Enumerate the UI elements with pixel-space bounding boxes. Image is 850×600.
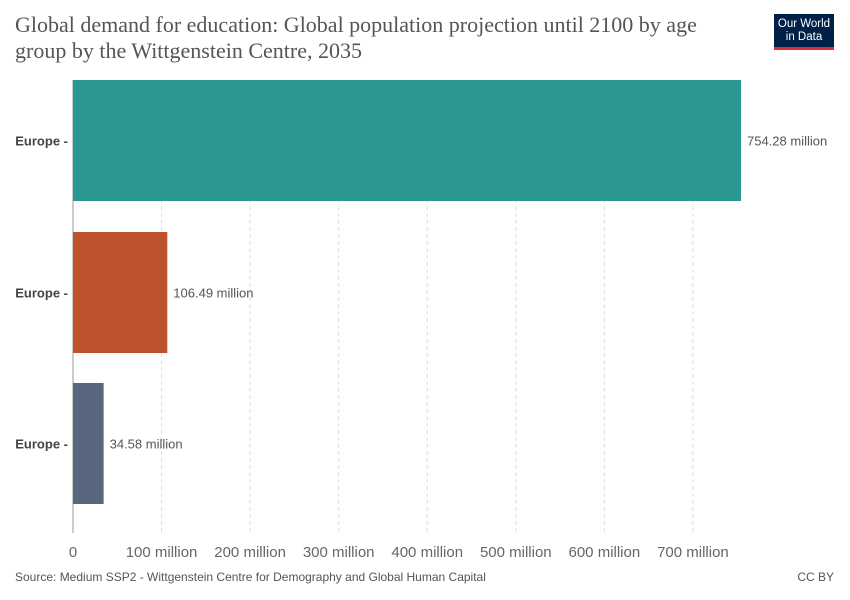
value-label: 754.28 million [747, 134, 827, 149]
x-tick-label: 300 million [303, 544, 375, 561]
x-tick-label: 100 million [126, 544, 198, 561]
bars [73, 80, 741, 504]
category-label: Europe - [15, 286, 68, 301]
logo-line-2: in Data [785, 31, 823, 43]
x-tick-label: 500 million [480, 544, 552, 561]
value-labels: 754.28 million 106.49 million 34.58 millio… [110, 134, 828, 452]
logo-line-1: Our World [777, 18, 831, 30]
x-tick-label: 200 million [214, 544, 286, 561]
value-label: 106.49 million [173, 286, 253, 301]
bar [73, 232, 168, 353]
x-tick-label: 700 million [657, 544, 729, 561]
owid-logo[interactable]: Our World in Data [774, 14, 834, 50]
license-link[interactable]: CC BY [797, 570, 834, 584]
x-tick-label: 400 million [391, 544, 463, 561]
x-tick-label: 600 million [569, 544, 641, 561]
source-note[interactable]: Source: Medium SSP2 - Wittgenstein Centr… [15, 570, 486, 584]
bar [73, 80, 741, 201]
category-label: Europe - [15, 437, 68, 452]
category-label: Europe - [15, 134, 68, 149]
chart-title: Global demand for education: Global popu… [15, 12, 697, 63]
value-label: 34.58 million [110, 437, 183, 452]
x-tick-label: 0 [69, 544, 77, 561]
category-labels: Europe - Europe - Europe - [15, 134, 68, 452]
bar [73, 383, 104, 504]
x-tick-labels: 0 100 million 200 million 300 million 400 mi… [69, 544, 729, 561]
